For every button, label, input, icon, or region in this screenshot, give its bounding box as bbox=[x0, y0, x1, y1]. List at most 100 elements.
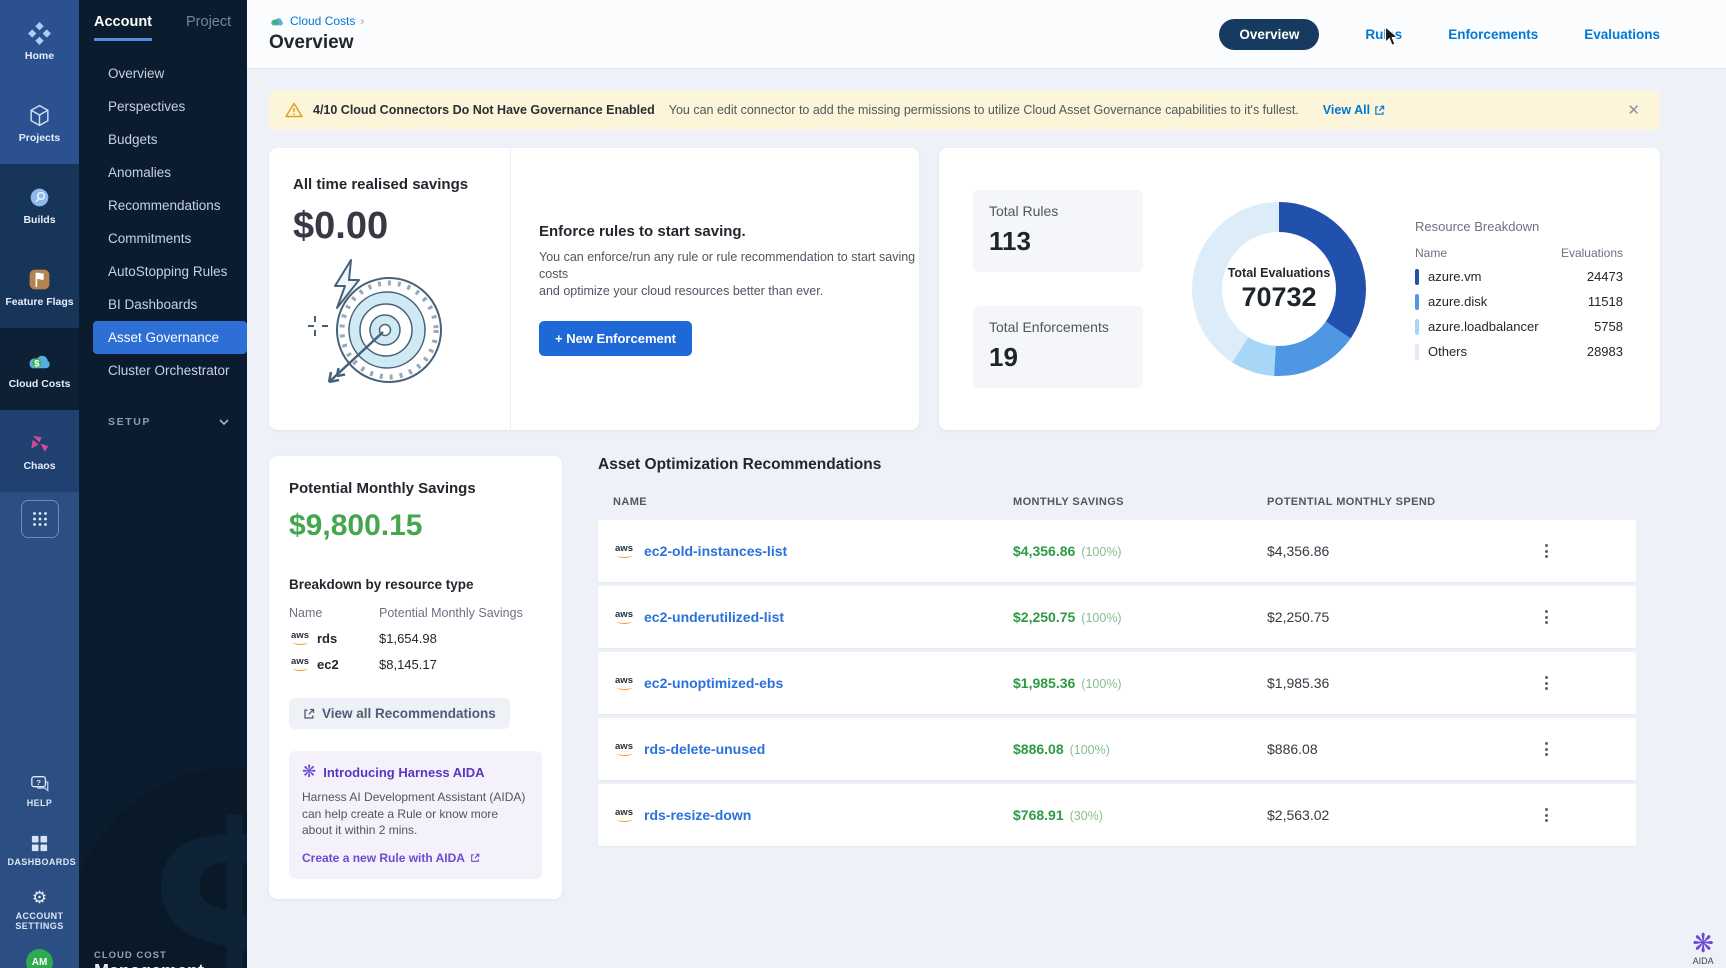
asset-optimization-section: Asset Optimization Recommendations NAME … bbox=[598, 456, 1660, 850]
help-button[interactable]: ? HELP bbox=[8, 774, 72, 808]
app-window: Home Projects Builds Feature Flags $ Clo… bbox=[0, 0, 1726, 968]
chaos-icon bbox=[27, 431, 52, 456]
aws-icon: aws bbox=[613, 677, 635, 690]
view-all-recommendations-button[interactable]: View all Recommendations bbox=[289, 698, 510, 729]
rail-item-chaos[interactable]: Chaos bbox=[0, 410, 79, 492]
recommendation-link[interactable]: ec2-underutilized-list bbox=[644, 609, 784, 625]
legend-col-evaluations: Evaluations bbox=[1561, 246, 1623, 260]
banner-title: 4/10 Cloud Connectors Do Not Have Govern… bbox=[313, 103, 655, 117]
module-tag: CLOUD COST Management bbox=[94, 950, 204, 968]
aida-icon: ❋ bbox=[302, 764, 316, 780]
potential-savings-amount: $9,800.15 bbox=[289, 509, 542, 543]
tab-account[interactable]: Account bbox=[94, 14, 152, 41]
recommendation-link[interactable]: ec2-unoptimized-ebs bbox=[644, 675, 783, 691]
rail-item-builds[interactable]: Builds bbox=[0, 164, 79, 246]
tab-evaluations[interactable]: Evaluations bbox=[1584, 27, 1660, 42]
aida-promo-box: ❋ Introducing Harness AIDA Harness AI De… bbox=[289, 751, 542, 879]
potential-savings-title: Potential Monthly Savings bbox=[289, 480, 542, 497]
total-rules-box: Total Rules 113 bbox=[973, 190, 1143, 272]
content: 4/10 Cloud Connectors Do Not Have Govern… bbox=[247, 69, 1726, 968]
tab-project[interactable]: Project bbox=[186, 14, 231, 41]
row-menu-kebab-icon[interactable] bbox=[1539, 604, 1554, 630]
aws-icon: aws bbox=[613, 611, 635, 624]
breakdown-table: Name Potential Monthly Savings awsrds $1… bbox=[289, 606, 542, 672]
sidebar-item-recommendations[interactable]: Recommendations bbox=[79, 189, 247, 222]
resource-breakdown-title: Resource Breakdown bbox=[1415, 219, 1623, 234]
col-name: NAME bbox=[613, 496, 1013, 508]
user-avatar-wrap[interactable]: AM bbox=[26, 949, 53, 968]
total-enforcements-value: 19 bbox=[989, 342, 1127, 373]
cloud-costs-breadcrumb-icon bbox=[269, 15, 285, 28]
table-row[interactable]: awsrds-delete-unused $886.08(100%) $886.… bbox=[598, 718, 1636, 780]
aws-icon: aws bbox=[613, 743, 635, 756]
rail-item-projects[interactable]: Projects bbox=[0, 82, 79, 164]
recommendation-link[interactable]: rds-delete-unused bbox=[644, 741, 765, 757]
rail-item-cloud-costs[interactable]: $ Cloud Costs bbox=[0, 328, 79, 410]
sidebar-item-commitments[interactable]: Commitments bbox=[79, 222, 247, 255]
svg-text:?: ? bbox=[36, 778, 41, 787]
table-row[interactable]: awsec2-old-instances-list $4,356.86(100%… bbox=[598, 520, 1636, 582]
avatar[interactable]: AM bbox=[26, 949, 53, 968]
recommendations-table-header: NAME MONTHLY SAVINGS POTENTIAL MONTHLY S… bbox=[598, 496, 1636, 508]
donut-center: Total Evaluations 70732 bbox=[1222, 232, 1336, 346]
aws-icon: aws bbox=[613, 545, 635, 558]
dashboards-button[interactable]: DASHBOARDS bbox=[8, 834, 72, 867]
aida-promo-title: Introducing Harness AIDA bbox=[323, 765, 484, 780]
resource-breakdown-legend: Resource Breakdown Name Evaluations azur… bbox=[1415, 219, 1623, 360]
aida-fab-label: AIDA bbox=[1693, 956, 1714, 966]
aws-icon: aws bbox=[289, 632, 311, 645]
table-row[interactable]: awsec2-underutilized-list $2,250.75(100%… bbox=[598, 586, 1636, 648]
home-icon bbox=[27, 21, 52, 46]
all-time-savings-card: All time realised savings $0.00 bbox=[269, 148, 919, 430]
apps-grid-button[interactable] bbox=[21, 500, 59, 538]
banner-view-all-link[interactable]: View All bbox=[1323, 103, 1385, 117]
sidebar-item-overview[interactable]: Overview bbox=[79, 57, 247, 90]
page-title: Overview bbox=[269, 32, 364, 54]
row-menu-kebab-icon[interactable] bbox=[1539, 538, 1554, 564]
module-rail: Home Projects Builds Feature Flags $ Clo… bbox=[0, 0, 79, 968]
rail-bottom: ? HELP DASHBOARDS ⚙ ACCOUNT SETTINGS AM bbox=[0, 492, 79, 968]
all-time-savings-title: All time realised savings bbox=[293, 176, 510, 193]
table-row[interactable]: awsec2-unoptimized-ebs $1,985.36(100%) $… bbox=[598, 652, 1636, 714]
tab-enforcements[interactable]: Enforcements bbox=[1448, 27, 1538, 42]
gear-icon: ⚙ bbox=[32, 889, 47, 907]
row-menu-kebab-icon[interactable] bbox=[1539, 670, 1554, 696]
governance-warning-banner: 4/10 Cloud Connectors Do Not Have Govern… bbox=[269, 90, 1660, 130]
account-settings-button[interactable]: ⚙ ACCOUNT SETTINGS bbox=[8, 889, 72, 931]
rail-item-feature-flags[interactable]: Feature Flags bbox=[0, 246, 79, 328]
sidebar-item-perspectives[interactable]: Perspectives bbox=[79, 90, 247, 123]
tab-rules[interactable]: Rules bbox=[1365, 27, 1402, 42]
sidebar-item-bi-dashboards[interactable]: BI Dashboards bbox=[79, 288, 247, 321]
new-enforcement-button[interactable]: + New Enforcement bbox=[539, 321, 692, 356]
legend-col-name: Name bbox=[1415, 246, 1447, 260]
breadcrumb-cloud-costs-link[interactable]: Cloud Costs bbox=[290, 14, 355, 28]
rail-item-home[interactable]: Home bbox=[0, 0, 79, 82]
sidebar-setup-toggle[interactable]: SETUP bbox=[79, 407, 247, 437]
sidebar-item-budgets[interactable]: Budgets bbox=[79, 123, 247, 156]
row-menu-kebab-icon[interactable] bbox=[1539, 802, 1554, 828]
sidebar-item-cluster-orchestrator[interactable]: Cluster Orchestrator bbox=[79, 354, 247, 387]
tab-overview[interactable]: Overview bbox=[1219, 19, 1319, 50]
asset-optimization-title: Asset Optimization Recommendations bbox=[598, 456, 1636, 474]
table-row[interactable]: awsrds-resize-down $768.91(30%) $2,563.0… bbox=[598, 784, 1636, 846]
aida-create-rule-link[interactable]: Create a new Rule with AIDA bbox=[302, 851, 529, 865]
aws-icon: aws bbox=[289, 658, 311, 671]
row-menu-kebab-icon[interactable] bbox=[1539, 736, 1554, 762]
target-illustration bbox=[307, 254, 447, 392]
banner-close-icon[interactable]: ✕ bbox=[1623, 101, 1644, 119]
recommendation-link[interactable]: rds-resize-down bbox=[644, 807, 751, 823]
breakdown-row: awsec2 $8,145.17 bbox=[289, 657, 542, 672]
external-link-icon bbox=[303, 708, 315, 720]
sidebar-item-autostopping-rules[interactable]: AutoStopping Rules bbox=[79, 255, 247, 288]
all-time-savings-amount: $0.00 bbox=[293, 205, 510, 248]
feature-flags-icon bbox=[27, 267, 52, 292]
projects-icon bbox=[27, 103, 52, 128]
sidebar-item-asset-governance[interactable]: Asset Governance bbox=[93, 321, 247, 354]
breakdown-subtitle: Breakdown by resource type bbox=[289, 577, 542, 592]
sidebar-item-anomalies[interactable]: Anomalies bbox=[79, 156, 247, 189]
external-link-icon bbox=[1374, 105, 1385, 116]
total-rules-value: 113 bbox=[989, 226, 1127, 257]
recommendation-link[interactable]: ec2-old-instances-list bbox=[644, 543, 787, 559]
aida-fab-button[interactable]: ❋ AIDA bbox=[1692, 931, 1714, 966]
total-enforcements-box: Total Enforcements 19 bbox=[973, 306, 1143, 388]
